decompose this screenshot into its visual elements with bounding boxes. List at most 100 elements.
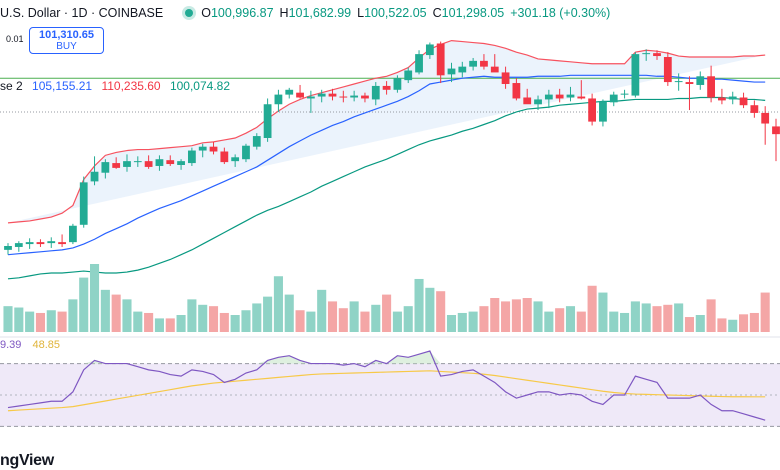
candle-body — [25, 242, 34, 245]
volume-bar — [468, 311, 478, 332]
volume-bar — [176, 315, 186, 332]
candle-body — [328, 93, 337, 97]
rsi-legend[interactable]: 9.39 48.85 — [0, 339, 60, 351]
open-label: O — [201, 6, 211, 20]
volume-bar — [360, 311, 370, 332]
volume-bar — [684, 317, 695, 332]
high-value: 101,682.99 — [288, 6, 352, 20]
candle-body — [155, 159, 164, 166]
volume-bar — [327, 301, 338, 332]
candle-body — [220, 151, 229, 163]
candle-body — [47, 241, 56, 244]
volume-bar — [219, 312, 229, 332]
candle-body — [728, 96, 737, 100]
volume-bar — [436, 291, 446, 332]
candle-body — [544, 94, 553, 100]
candle-body — [696, 76, 705, 85]
volume-bar — [252, 303, 262, 332]
candle-body — [393, 78, 402, 90]
bollinger-label: se 2 — [0, 79, 23, 93]
candle-body — [371, 85, 380, 100]
volume-bar — [446, 315, 457, 332]
volume-bar — [35, 312, 45, 332]
volume-bar — [306, 311, 316, 332]
low-value: 100,522.05 — [364, 6, 427, 20]
volume-bar — [414, 278, 424, 332]
bollinger-upper-line — [7, 39, 766, 224]
volume-bar — [3, 306, 13, 332]
candle-body — [501, 72, 510, 84]
volume-bar — [403, 306, 413, 332]
volume-bar — [609, 311, 619, 332]
candle-body — [198, 146, 207, 151]
symbol-title[interactable]: U.S. Dollar · 1D · COINBASE — [0, 6, 164, 20]
volume-bar — [425, 287, 435, 332]
candle-body — [523, 97, 532, 105]
candle-body — [187, 150, 196, 164]
candle-body — [263, 104, 272, 138]
low-label: L — [357, 6, 365, 20]
volume-bar — [284, 294, 294, 332]
candle-body — [69, 225, 77, 243]
candle-body — [14, 243, 23, 247]
candle-body — [144, 161, 153, 167]
candle-body — [458, 66, 467, 73]
candle-body — [588, 98, 597, 122]
change-value: +301.18 (+0.30%) — [510, 6, 611, 20]
volume-bar — [511, 299, 521, 332]
volume-bar — [122, 299, 132, 332]
buy-button[interactable]: 101,310.65 BUY — [29, 27, 104, 54]
rsi-value: 9.39 — [0, 339, 22, 351]
volume-bar — [187, 299, 197, 332]
candle-body — [317, 93, 326, 97]
volume-bar — [717, 318, 727, 332]
candle-body — [555, 94, 564, 99]
candle-body — [58, 242, 66, 245]
candle-body — [631, 54, 640, 96]
candle-body — [707, 76, 715, 98]
volume-bar — [198, 304, 208, 332]
candle-body — [339, 96, 348, 98]
candle-body — [101, 162, 110, 173]
volume-bar — [760, 292, 770, 332]
volume-bar — [630, 301, 640, 332]
candle-body — [609, 94, 618, 103]
volume-bar — [165, 318, 175, 332]
bollinger-legend[interactable]: se 2 105,155.21 110,235.60 100,074.82 — [0, 79, 236, 93]
candle-body — [599, 101, 607, 122]
volume-bar — [457, 312, 467, 332]
candle-body — [4, 246, 12, 250]
volume-bar — [273, 276, 283, 332]
volume-bar — [706, 299, 716, 332]
candle-body — [242, 145, 250, 160]
volume-bar — [295, 310, 305, 332]
volume-bar — [241, 310, 251, 332]
volume-bar — [728, 319, 738, 332]
volume-bar — [349, 301, 359, 332]
price-pane — [0, 39, 780, 280]
tick-size: 0.01 — [6, 34, 24, 44]
buy-label: BUY — [56, 41, 77, 52]
tradingview-logo[interactable]: ngView — [0, 452, 54, 469]
volume-bar — [14, 307, 24, 332]
candle-body — [36, 242, 45, 245]
candle-body — [750, 105, 759, 113]
candle-body — [177, 161, 185, 165]
volume-bar — [739, 314, 749, 332]
candle-body — [361, 95, 369, 99]
volume-bar — [392, 311, 402, 332]
volume-bar — [89, 264, 100, 332]
candle-body — [772, 126, 780, 135]
candle-body — [285, 89, 294, 95]
bollinger-lower-value: 100,074.82 — [169, 79, 231, 93]
volume-bar — [641, 303, 651, 332]
volume-bar — [317, 289, 327, 332]
volume-bar — [263, 296, 273, 332]
candle-body — [685, 82, 694, 84]
volume-bar — [382, 294, 392, 332]
candle-body — [663, 57, 672, 83]
volume-bar — [544, 311, 554, 332]
candle-body — [350, 95, 359, 98]
bollinger-basis-value: 105,155.21 — [32, 79, 93, 93]
